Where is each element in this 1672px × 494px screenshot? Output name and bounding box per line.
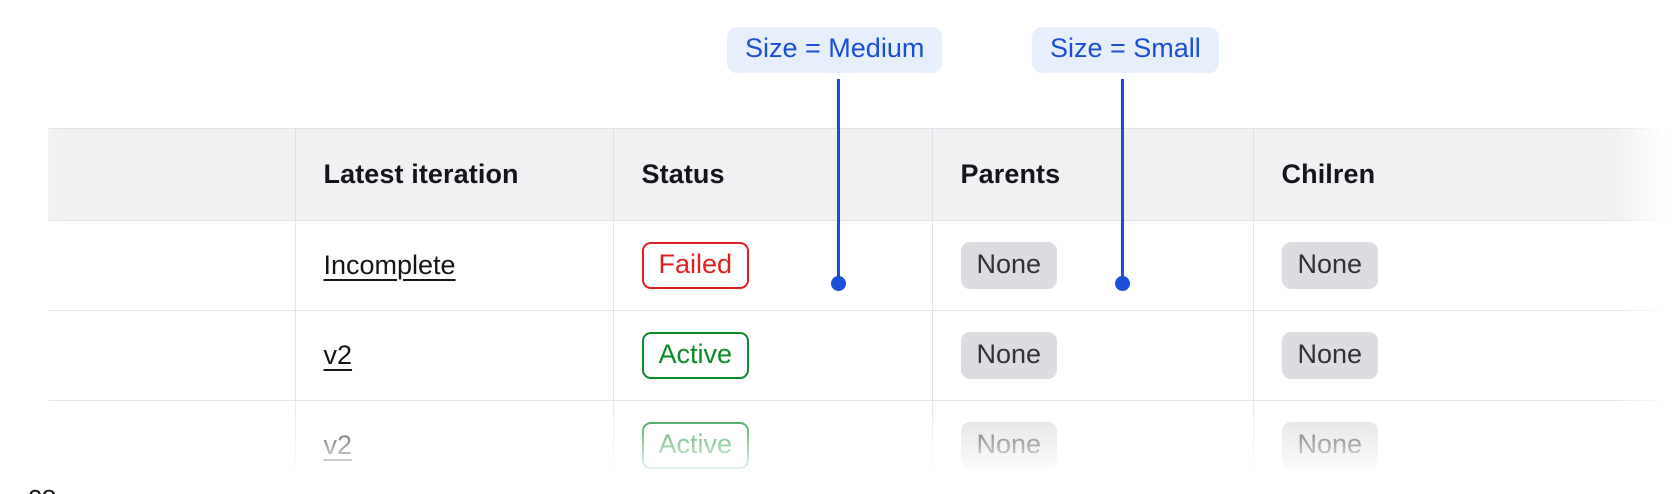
resources-table: Latest iteration Status Parents Chilren … — [48, 128, 1672, 491]
table-row[interactable]: v2 Active None None — [48, 400, 1672, 491]
status-badge-failed: Failed — [641, 242, 750, 289]
column-header-name[interactable] — [48, 128, 295, 221]
cell-latest-iteration: Incomplete — [294, 220, 613, 311]
cell-status: Failed — [612, 220, 932, 311]
cell-children: None — [1252, 310, 1672, 401]
column-header-children[interactable]: Chilren — [1252, 128, 1672, 221]
row-name-truncated[interactable]: ce — [28, 480, 57, 494]
annotation-endpoint-dot-small — [1115, 276, 1130, 291]
column-header-parents[interactable]: Parents — [931, 128, 1253, 221]
column-header-latest-iteration[interactable]: Latest iteration — [294, 128, 613, 221]
parents-pill: None — [960, 242, 1058, 289]
table-header-row: Latest iteration Status Parents Chilren — [48, 128, 1672, 221]
table-row[interactable]: Incomplete Failed None None — [48, 220, 1672, 311]
status-badge-active: Active — [641, 422, 750, 469]
parents-pill: None — [960, 332, 1058, 379]
latest-iteration-link[interactable]: v2 — [323, 340, 353, 370]
cell-name — [48, 310, 295, 401]
cell-name — [48, 220, 295, 311]
parents-pill: None — [960, 422, 1058, 469]
annotation-leader-line-medium — [837, 79, 840, 283]
cell-children: None — [1252, 400, 1672, 491]
cell-status: Active — [612, 310, 932, 401]
cell-status: Active — [612, 400, 932, 491]
latest-iteration-link[interactable]: Incomplete — [323, 250, 456, 280]
table-row[interactable]: v2 Active None None — [48, 310, 1672, 401]
cell-latest-iteration: v2 — [294, 400, 613, 491]
cell-name — [48, 400, 295, 491]
column-header-status[interactable]: Status — [612, 128, 932, 221]
cell-parents: None — [931, 310, 1253, 401]
cell-parents: None — [931, 220, 1253, 311]
status-badge-active: Active — [641, 332, 750, 379]
annotation-leader-line-small — [1121, 79, 1124, 283]
latest-iteration-link[interactable]: v2 — [323, 430, 353, 460]
children-pill: None — [1281, 332, 1379, 379]
cell-latest-iteration: v2 — [294, 310, 613, 401]
data-table-region: Latest iteration Status Parents Chilren … — [0, 128, 1672, 494]
annotation-label-size-small: Size = Small — [1032, 27, 1219, 73]
annotation-label-size-medium: Size = Medium — [727, 27, 943, 73]
cell-children: None — [1252, 220, 1672, 311]
cell-parents: None — [931, 400, 1253, 491]
annotation-endpoint-dot-medium — [831, 276, 846, 291]
children-pill: None — [1281, 242, 1379, 289]
children-pill: None — [1281, 422, 1379, 469]
